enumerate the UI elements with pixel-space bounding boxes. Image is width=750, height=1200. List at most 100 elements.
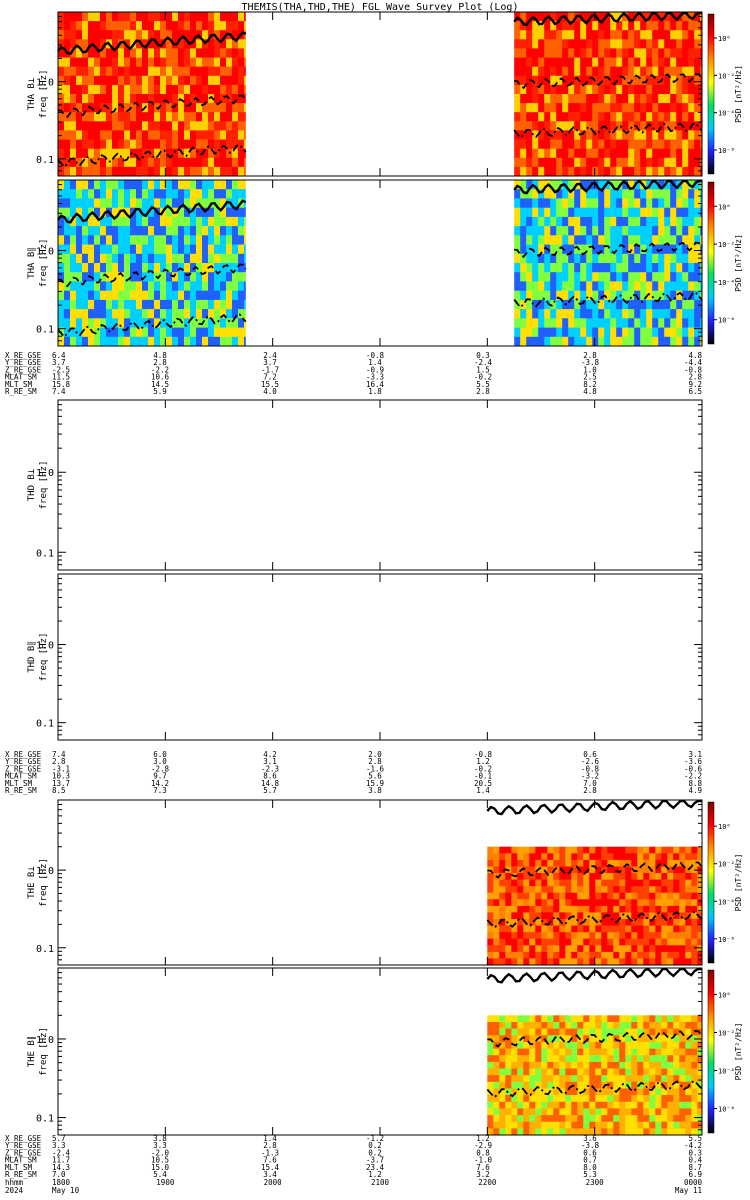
heatmap-cell: [136, 48, 143, 58]
heatmap-cell: [154, 21, 161, 31]
heatmap-cell: [676, 235, 683, 245]
heatmap-cell: [184, 309, 191, 319]
heatmap-cell: [673, 846, 680, 854]
heatmap-cell: [610, 309, 617, 319]
heatmap-cell: [700, 103, 702, 113]
heatmap-cell: [511, 1055, 518, 1063]
heatmap-cell: [547, 886, 554, 894]
heatmap-cell: [562, 84, 569, 95]
heatmap-cell: [106, 235, 113, 245]
heatmap-cell: [691, 1075, 698, 1083]
heatmap-cell: [154, 198, 161, 208]
heatmap-cell: [136, 66, 143, 77]
heatmap-cell: [580, 121, 587, 131]
heatmap-cell: [577, 919, 584, 926]
heatmap-cell: [535, 919, 542, 926]
heatmap-cell: [583, 1108, 590, 1116]
heatmap-cell: [202, 189, 209, 199]
ephemeris-the: X_RE_GSE 5.7 3.8 1.4 -1.2 1.2 3.6 5.5Y_RE_GSE 3.…: [5, 1134, 702, 1179]
heatmap-cell: [148, 21, 155, 31]
heatmap-cell: [676, 198, 683, 208]
heatmap-cell: [580, 327, 587, 338]
heatmap-cell: [214, 112, 221, 122]
heatmap-cell: [571, 1061, 578, 1069]
heatmap-cell: [535, 1088, 542, 1096]
heatmap-cell: [232, 299, 239, 310]
heatmap-cell: [574, 207, 581, 218]
heatmap-cell: [604, 253, 611, 264]
heatmap-cell: [637, 859, 644, 867]
heatmap-cell: [520, 148, 527, 159]
heatmap-cell: [64, 318, 71, 328]
heatmap-cell: [592, 148, 599, 159]
heatmap-cell: [661, 1115, 668, 1123]
heatmap-cell: [538, 336, 545, 347]
heatmap-cell: [547, 1041, 554, 1049]
heatmap-cell: [64, 180, 71, 190]
heatmap-cell: [661, 1015, 668, 1023]
heatmap-cell: [232, 216, 239, 227]
heatmap-cell: [601, 938, 608, 946]
heatmap-cell: [172, 244, 179, 255]
heatmap-cell: [562, 244, 569, 255]
heatmap-cell: [64, 94, 71, 104]
heatmap-cell: [604, 327, 611, 338]
heatmap-cell: [556, 235, 563, 245]
heatmap-cell: [136, 226, 143, 236]
heatmap-cell: [586, 157, 593, 168]
heatmap-cell: [670, 21, 677, 31]
heatmap-cell: [670, 75, 677, 86]
heatmap-cell: [178, 207, 185, 218]
heatmap-cell: [499, 1108, 506, 1116]
heatmap-cell: [637, 938, 644, 946]
heatmap-cell: [172, 263, 179, 273]
heatmap-cell: [592, 299, 599, 310]
ephemeris-value: 0.4: [688, 1156, 702, 1165]
heatmap-cell: [529, 1075, 536, 1083]
heatmap-cell: [655, 1108, 662, 1116]
heatmap-cell: [136, 281, 143, 291]
heatmap-cell: [616, 207, 623, 218]
heatmap-cell: [595, 912, 602, 920]
heatmap-cell: [577, 1061, 584, 1069]
ephemeris-value: 4.8: [153, 351, 167, 360]
heatmap-cell: [628, 318, 635, 328]
heatmap-cell: [685, 1022, 692, 1029]
heatmap-cell: [673, 1128, 680, 1136]
heatmap-cell: [172, 318, 179, 328]
heatmap-cell: [505, 853, 512, 861]
heatmap-cell: [622, 216, 629, 227]
heatmap-cell: [184, 48, 191, 58]
heatmap-cell: [178, 30, 185, 40]
heatmap-cell: [226, 207, 233, 218]
heatmap-cell: [616, 290, 623, 301]
heatmap-cell: [130, 336, 137, 347]
heatmap-cell: [655, 1095, 662, 1103]
heatmap-cell: [607, 1128, 614, 1136]
colorbar-label: PSD [nT²/Hz]: [734, 1023, 743, 1081]
heatmap-cell: [82, 272, 89, 282]
overlay-line-dash-dot: [513, 122, 703, 139]
heatmap-cell: [541, 899, 548, 907]
heatmap-cell: [682, 157, 689, 168]
heatmap-cell: [646, 226, 653, 236]
heatmap-cell: [571, 859, 578, 867]
heatmap-cell: [580, 66, 587, 77]
heatmap-cell: [541, 892, 548, 900]
heatmap-cell: [184, 139, 191, 150]
heatmap-cell: [76, 21, 83, 31]
heatmap-cell: [226, 139, 233, 150]
heatmap-cell: [196, 263, 203, 273]
heatmap-cell: [574, 189, 581, 199]
heatmap-cell: [613, 938, 620, 946]
ephemeris-value: 1.5: [476, 365, 490, 374]
heatmap-cell: [202, 336, 209, 347]
heatmap-cell: [628, 189, 635, 199]
heatmap-cell: [118, 103, 125, 113]
heatmap-cell: [571, 938, 578, 946]
heatmap-cell: [586, 130, 593, 140]
heatmap-cell: [652, 30, 659, 40]
heatmap-cell: [625, 899, 632, 907]
heatmap-cell: [625, 1101, 632, 1109]
